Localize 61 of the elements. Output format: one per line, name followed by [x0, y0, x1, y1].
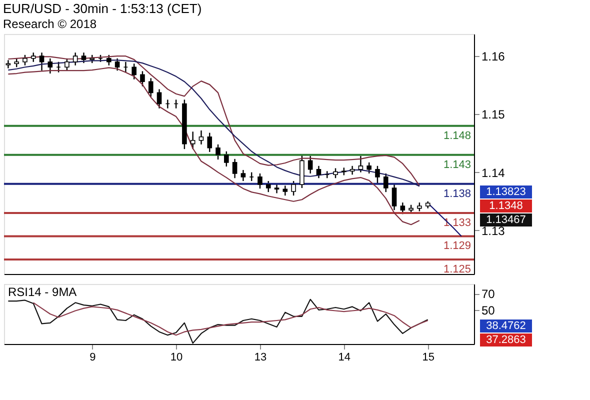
text: 38.4762 [486, 320, 526, 332]
y-tick-label: 50 [482, 303, 496, 318]
x-tick-label: 9 [90, 352, 96, 364]
candlestick [333, 168, 338, 179]
chart-title: EUR/USD - 30min - 1:53:13 (CET) [3, 1, 202, 16]
candlestick [375, 165, 380, 185]
candlestick [64, 58, 70, 72]
y-tick-label: 1.13 [482, 224, 506, 238]
candlestick [72, 52, 78, 66]
text: 37.2863 [486, 334, 526, 346]
x-tick-label: 10 [170, 352, 183, 364]
candlestick [198, 130, 204, 146]
x-tick-label: 13 [254, 352, 267, 364]
candlestick [190, 131, 196, 150]
candlestick [22, 54, 28, 66]
ref-line-label: 1.148 [443, 130, 471, 142]
chart-title: RSI14 - 9MA [8, 285, 77, 299]
chart-subtitle: Research © 2018 [3, 17, 97, 31]
candlestick [282, 185, 288, 196]
line-series [32, 302, 428, 336]
candlestick [258, 172, 262, 190]
candlestick [81, 52, 86, 64]
candlestick [48, 58, 53, 74]
ref-line-label: 1.138 [443, 188, 471, 200]
candlestick [207, 132, 212, 153]
candlestick [216, 144, 220, 160]
line-series [8, 67, 420, 226]
text: 1.1348 [489, 200, 523, 212]
candlestick [140, 70, 145, 87]
x-tick-label: 14 [338, 352, 351, 364]
candlestick [106, 54, 112, 66]
y-tick-label: 70 [482, 287, 496, 302]
candlestick [392, 184, 397, 211]
candlestick [156, 88, 162, 109]
text: 1.13823 [486, 186, 526, 198]
x-tick-label: 15 [422, 352, 434, 364]
ref-line-label: 1.129 [443, 240, 471, 252]
y-tick-label: 1.16 [482, 50, 506, 64]
candlestick [358, 155, 364, 173]
candlestick [232, 158, 238, 179]
ref-line-label: 1.125 [443, 263, 471, 276]
candlestick [132, 63, 136, 80]
candlestick [366, 162, 372, 174]
candlestick [114, 58, 120, 72]
candlestick [300, 154, 304, 189]
line-series [8, 298, 428, 344]
candlestick [316, 165, 322, 179]
candlestick [224, 150, 229, 168]
candlestick [30, 52, 36, 62]
candlestick [148, 78, 154, 98]
candlestick [308, 155, 313, 174]
y-tick-label: 1.15 [482, 108, 506, 122]
candlestick [291, 180, 296, 196]
text: 1.13467 [486, 214, 526, 226]
y-tick-label: 1.14 [482, 166, 506, 180]
candlestick [266, 180, 271, 193]
candlestick [240, 169, 246, 182]
ref-line-label: 1.143 [443, 158, 471, 171]
candlestick [6, 60, 11, 69]
candlestick [39, 52, 44, 72]
candlestick [383, 172, 388, 193]
